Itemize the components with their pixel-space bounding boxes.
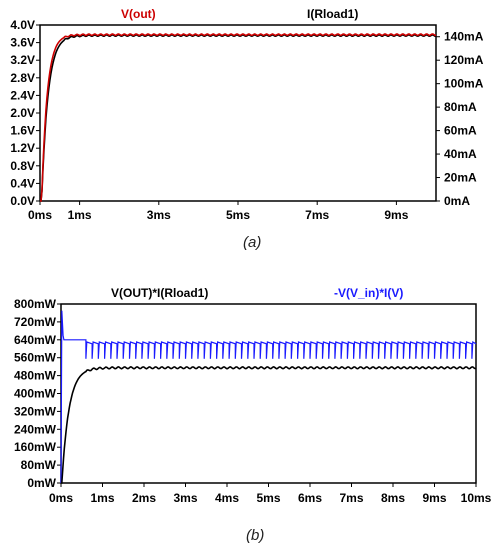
x-tick-label: 0ms <box>28 208 52 222</box>
y-left-tick-label: 2.8V <box>10 71 35 85</box>
x-tick-label: 1ms <box>90 491 114 505</box>
legend-pin: -V(V_in)*I(V) <box>334 286 403 300</box>
y-left-tick-label: 240mW <box>14 422 57 436</box>
x-tick-label: 4ms <box>215 491 239 505</box>
y-left-tick-label: 800mW <box>14 297 57 311</box>
x-tick-label: 3ms <box>173 491 197 505</box>
y-left-tick-label: 0.4V <box>10 176 35 190</box>
y-right-tick-label: 40mA <box>444 147 477 161</box>
x-tick-label: 1ms <box>68 208 92 222</box>
x-tick-label: 2ms <box>132 491 156 505</box>
x-ticks-b: 0ms 1ms 2ms 3ms 4ms 5ms 6ms 7ms 8ms 9ms 10ms <box>49 483 492 505</box>
y-left-tick-label: 2.0V <box>10 106 35 120</box>
y-right-ticks-a: 0mA 20mA 40mA 60mA 80mA 100mA 120mA 140mA <box>436 30 484 208</box>
y-right-tick-label: 0mA <box>444 194 470 208</box>
series-line-pin <box>60 310 477 484</box>
y-right-tick-label: 20mA <box>444 171 477 185</box>
legend-iload: I(Rload1) <box>307 7 358 21</box>
y-left-tick-label: 720mW <box>14 315 57 329</box>
y-right-tick-label: 80mA <box>444 100 477 114</box>
y-left-tick-label: 1.6V <box>10 124 35 138</box>
y-left-tick-label: 1.2V <box>10 141 35 155</box>
x-ticks-a: 0ms 1ms 3ms 5ms 7ms 9ms <box>28 201 409 222</box>
y-left-tick-label: 480mW <box>14 369 57 383</box>
legend-pout: V(OUT)*I(Rload1) <box>111 286 208 300</box>
x-tick-label: 6ms <box>298 491 322 505</box>
y-left-tick-label: 2.4V <box>10 88 35 102</box>
y-left-tick-label: 560mW <box>14 351 57 365</box>
series-line-vout <box>40 33 437 202</box>
x-tick-label: 5ms <box>226 208 250 222</box>
x-tick-label: 9ms <box>422 491 446 505</box>
y-left-ticks-b: 0mW 80mW 160mW 240mW 320mW 400mW 480mW 560mW 640… <box>14 297 61 490</box>
y-left-tick-label: 0.8V <box>10 159 35 173</box>
plot-area-a <box>39 24 437 202</box>
series-line-pout <box>61 366 477 484</box>
series-lines-a <box>40 33 437 202</box>
y-right-tick-label: 100mA <box>444 77 484 91</box>
y-left-tick-label: 320mW <box>14 404 57 418</box>
x-tick-label: 10ms <box>461 491 492 505</box>
caption-a: (a) <box>243 234 261 251</box>
x-tick-label: 0ms <box>49 491 73 505</box>
x-tick-label: 3ms <box>147 208 171 222</box>
plot-area-b <box>60 303 477 484</box>
y-left-tick-label: 0mW <box>27 476 56 490</box>
panel-a: 0.0V 0.4V 0.8V 1.2V 1.6V 2.0V 2.4V 2.8V 3.2V 3.6V… <box>10 7 483 251</box>
y-right-tick-label: 140mA <box>444 30 484 44</box>
x-tick-label: 7ms <box>339 491 363 505</box>
y-left-tick-label: 160mW <box>14 440 57 454</box>
series-lines-b <box>60 310 477 484</box>
legend-vout: V(out) <box>121 7 156 21</box>
y-left-ticks-a: 0.0V 0.4V 0.8V 1.2V 1.6V 2.0V 2.4V 2.8V 3.2V 3.6V… <box>10 18 40 208</box>
x-tick-label: 9ms <box>384 208 408 222</box>
y-left-tick-label: 80mW <box>21 458 57 472</box>
y-left-tick-label: 4.0V <box>10 18 35 32</box>
x-tick-label: 8ms <box>381 491 405 505</box>
caption-b: (b) <box>246 527 264 544</box>
x-tick-label: 7ms <box>305 208 329 222</box>
y-left-tick-label: 3.6V <box>10 36 35 50</box>
y-left-tick-label: 3.2V <box>10 53 35 67</box>
y-left-tick-label: 400mW <box>14 387 57 401</box>
x-tick-label: 5ms <box>256 491 280 505</box>
y-left-tick-label: 0.0V <box>10 194 35 208</box>
y-right-tick-label: 120mA <box>444 53 484 67</box>
y-left-tick-label: 640mW <box>14 333 57 347</box>
panel-b: 0mW 80mW 160mW 240mW 320mW 400mW 480mW 560mW 640… <box>14 286 492 544</box>
y-right-tick-label: 60mA <box>444 124 477 138</box>
